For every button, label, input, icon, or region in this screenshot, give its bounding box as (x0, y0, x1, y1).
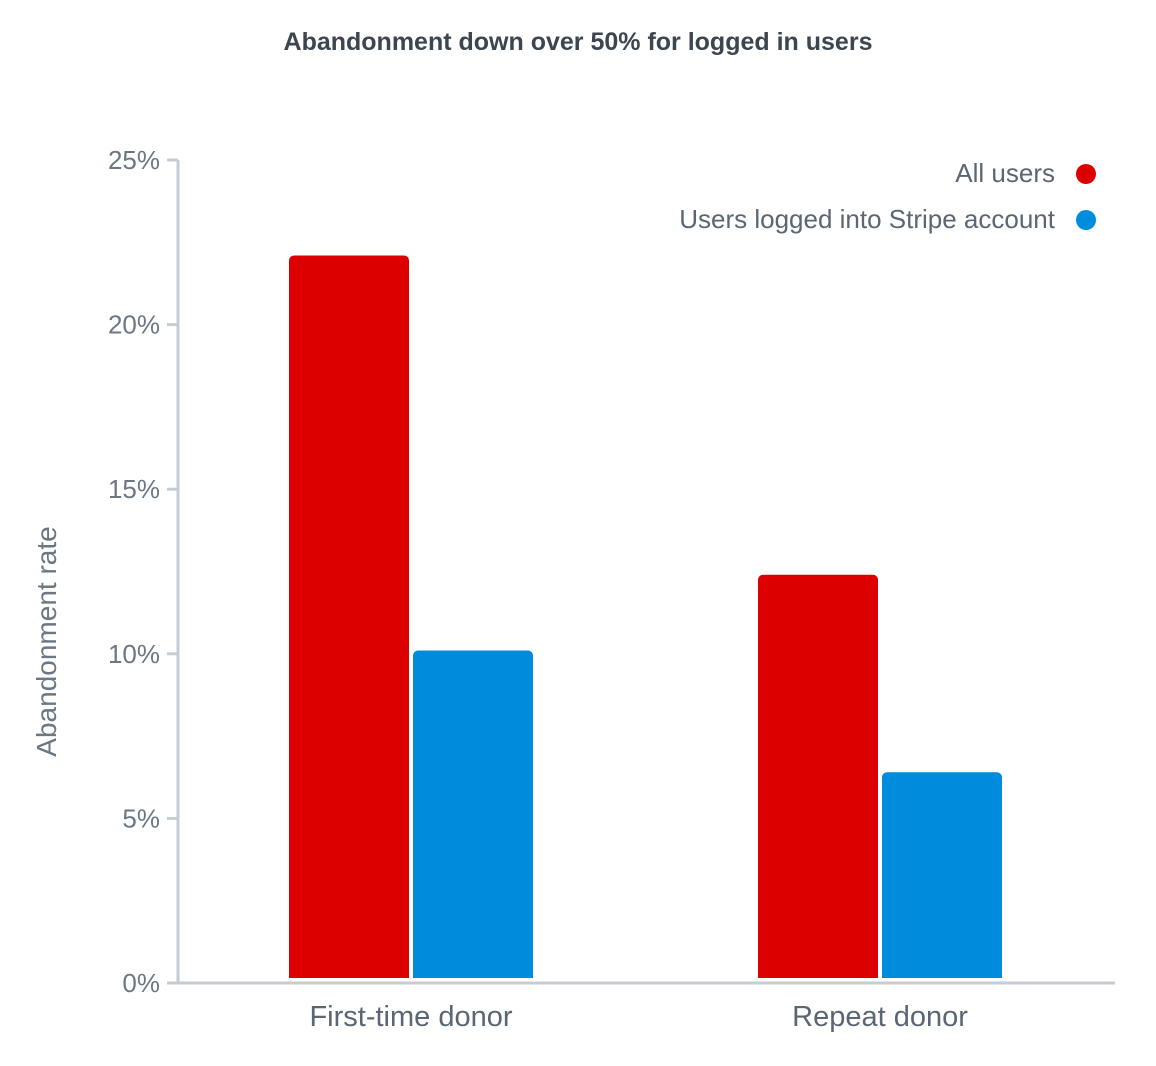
bar-fill (413, 656, 533, 978)
y-tick-label: 5% (122, 803, 160, 833)
legend-swatch (1076, 210, 1096, 230)
bar-fill (882, 778, 1002, 978)
y-tick-label: 0% (122, 968, 160, 998)
y-tick-label: 10% (108, 639, 160, 669)
legend-label: Users logged into Stripe account (679, 204, 1056, 234)
y-tick-label: 25% (108, 145, 160, 175)
bar-fill (758, 580, 878, 978)
y-tick-label: 20% (108, 310, 160, 340)
bars (289, 255, 1002, 978)
y-axis-title: Abandonment rate (31, 526, 62, 756)
y-tick-label: 15% (108, 474, 160, 504)
axes: 0% 5% 10% 15% 20% 25% Abandonment rate First-ti… (31, 145, 1115, 1033)
x-category-label: First-time donor (309, 1001, 512, 1033)
bar-fill (289, 261, 409, 978)
chart-title: Abandonment down over 50% for logged in … (283, 28, 873, 56)
legend: All users Users logged into Stripe accoun… (679, 158, 1096, 234)
legend-swatch (1076, 164, 1096, 184)
x-category-label: Repeat donor (792, 1001, 968, 1033)
legend-label: All users (955, 158, 1055, 188)
